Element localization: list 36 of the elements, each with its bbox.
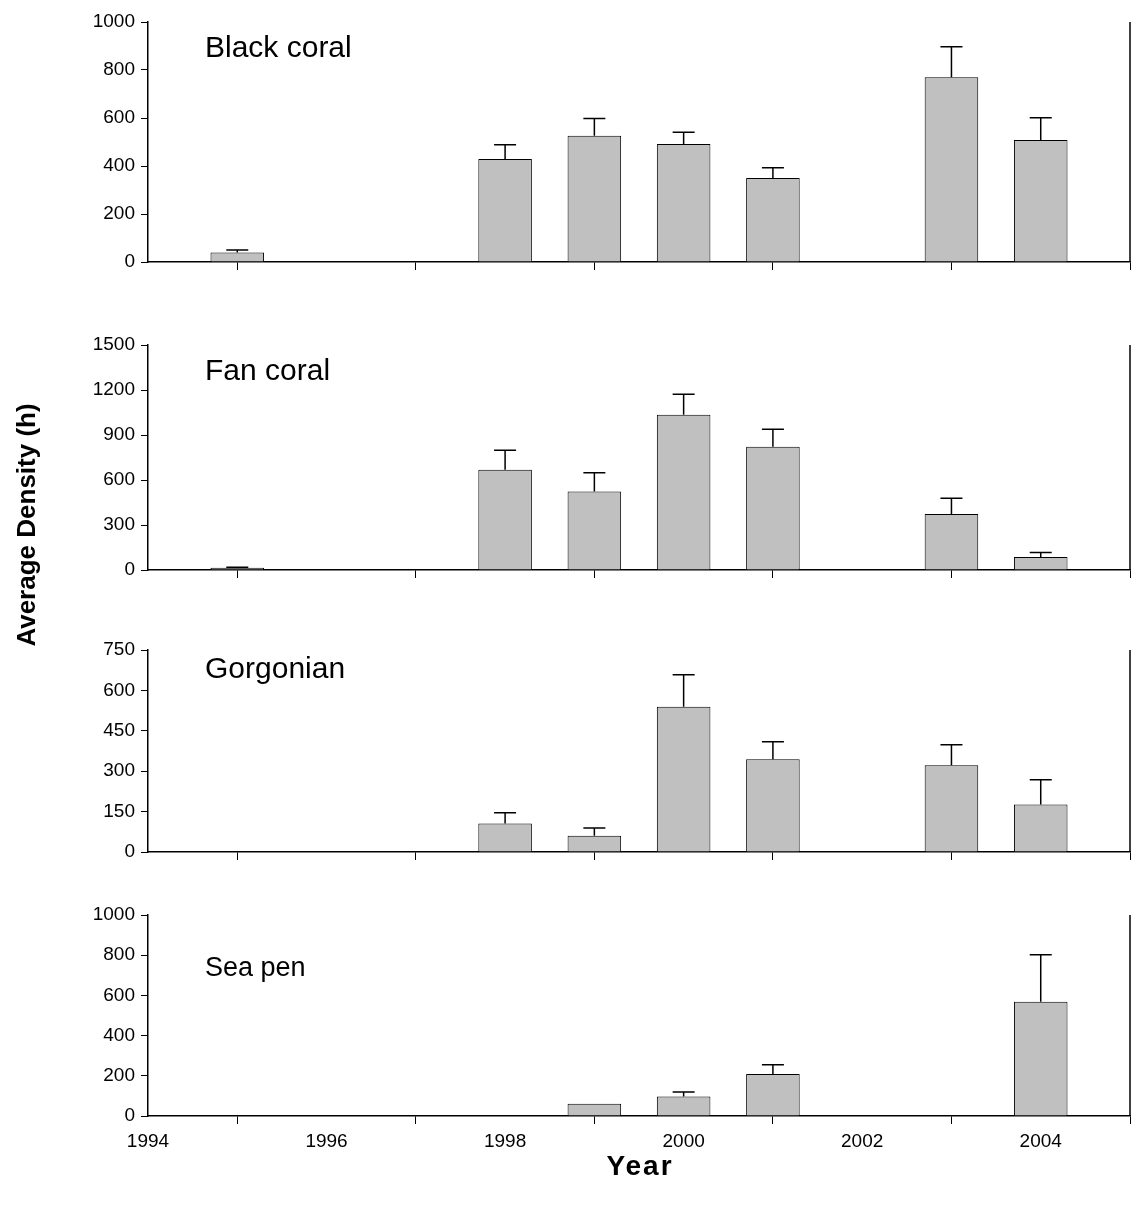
y-tick-label: 150 — [103, 799, 135, 821]
y-tick-label: 400 — [103, 154, 135, 176]
x-tick-label: 1998 — [483, 1129, 527, 1151]
y-tick-label: 1500 — [92, 333, 135, 355]
y-tick-label: 1200 — [92, 378, 135, 400]
y-tick-label: 800 — [103, 58, 135, 80]
y-tick-label: 200 — [103, 202, 135, 224]
y-tick-label: 0 — [124, 250, 135, 272]
y-tick-label: 600 — [103, 983, 135, 1005]
x-tick-label: 2000 — [662, 1129, 705, 1151]
y-tick-label: 450 — [103, 719, 135, 741]
y-tick-label: 0 — [124, 840, 135, 862]
x-tick-label: 2002 — [841, 1129, 884, 1151]
chart-title: Gorgonian — [205, 651, 346, 685]
y-tick-label: 600 — [103, 468, 135, 490]
y-tick-label: 0 — [124, 1104, 135, 1126]
y-tick-label: 600 — [103, 106, 135, 128]
y-tick-label: 400 — [103, 1023, 135, 1045]
x-tick-label: 2004 — [1019, 1129, 1063, 1151]
y-tick-label: 600 — [103, 678, 135, 700]
y-tick-label: 750 — [103, 638, 135, 660]
text: Sea pen — [205, 951, 306, 982]
x-axis-title: Year — [606, 1150, 674, 1182]
y-tick-label: 1000 — [92, 903, 135, 925]
y-tick-label: 300 — [103, 513, 135, 535]
chart-title: Black coral — [205, 30, 352, 64]
chart-title: Fan coral — [205, 353, 331, 387]
y-tick-label: 200 — [103, 1064, 135, 1086]
y-tick-label: 1000 — [92, 10, 135, 32]
x-tick-label: 1996 — [305, 1129, 348, 1151]
y-tick-label: 300 — [103, 759, 135, 781]
y-tick-label: 900 — [103, 423, 135, 445]
y-tick-label: 0 — [124, 558, 135, 580]
y-tick-label: 800 — [103, 943, 135, 965]
x-tick-label: 1994 — [126, 1129, 170, 1151]
y-axis-title: Average Density (h) — [10, 403, 42, 647]
